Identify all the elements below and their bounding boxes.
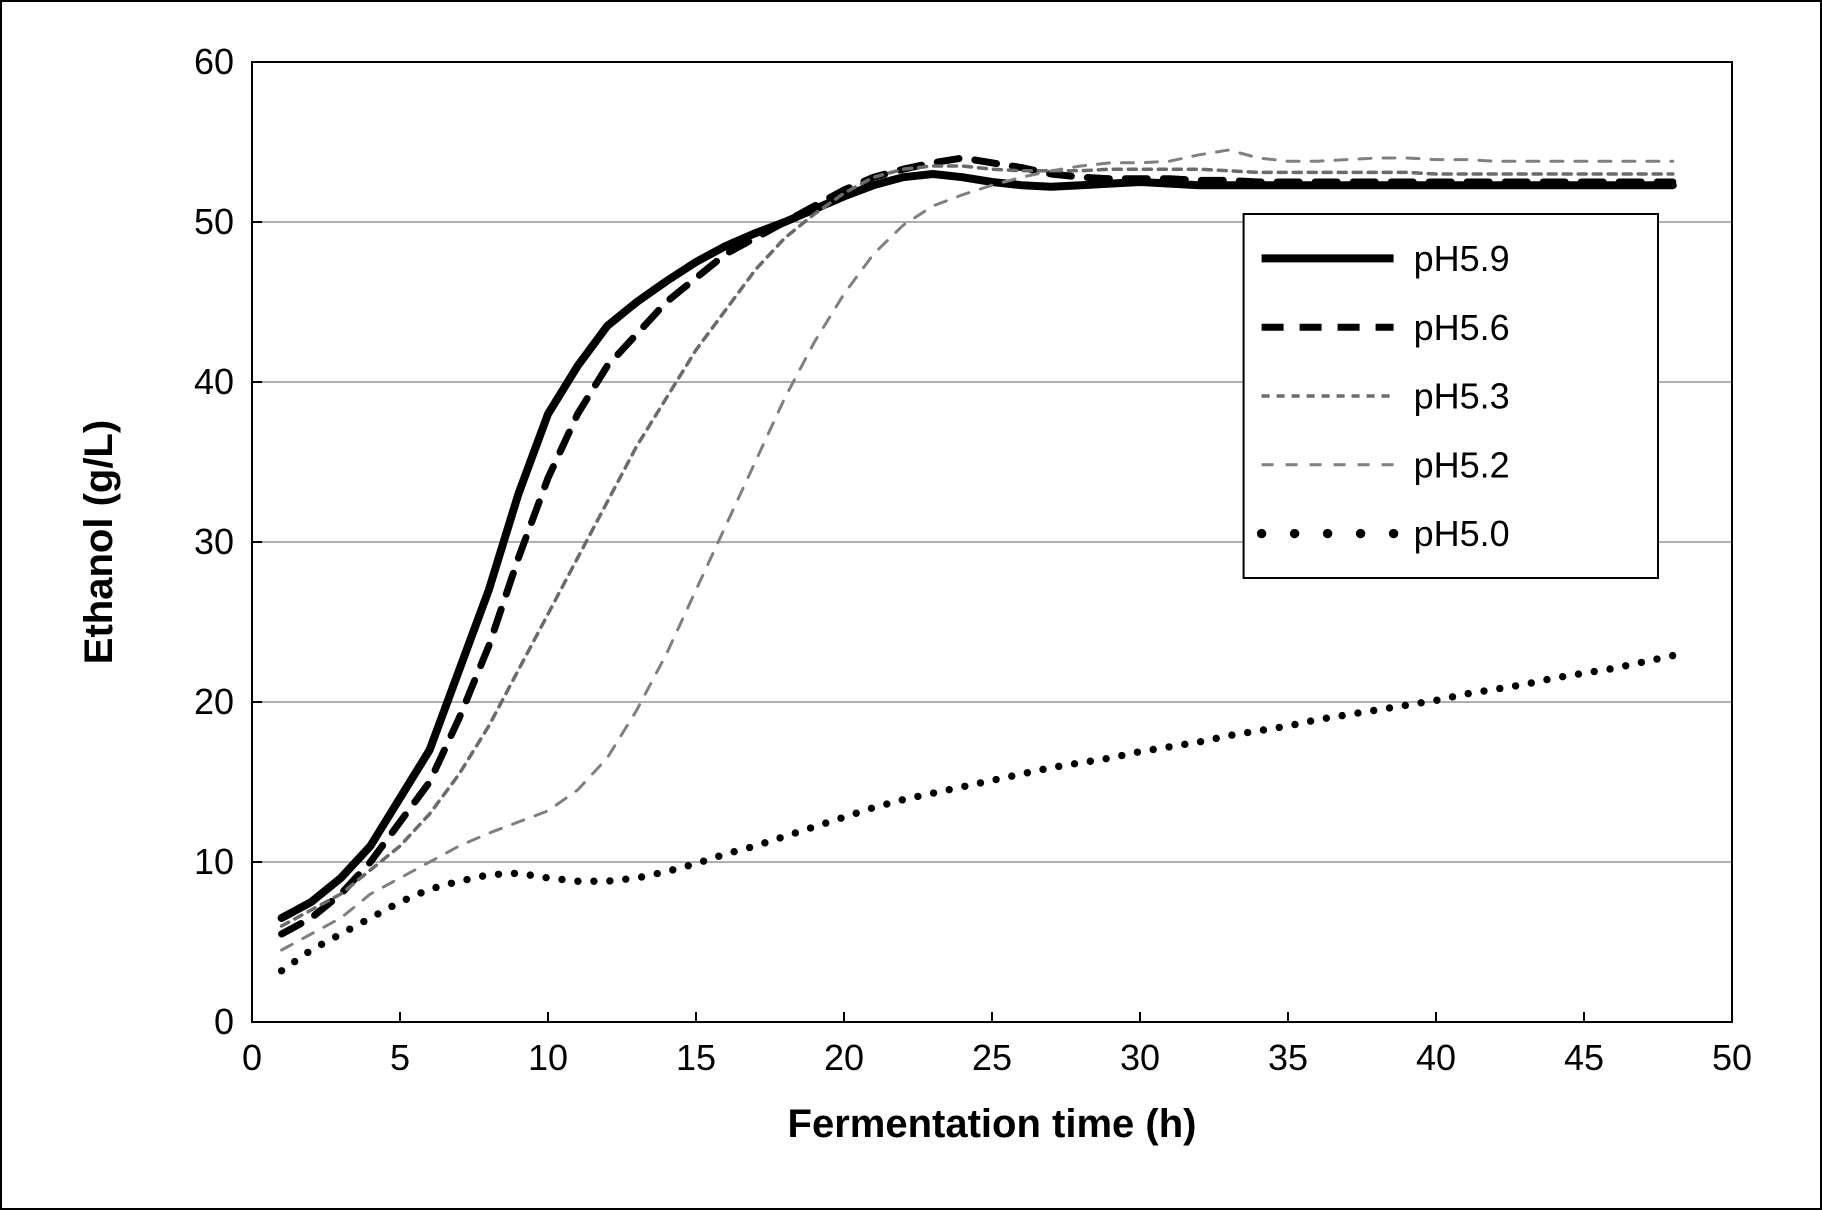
y-axis-label: Ethanol (g/L) (77, 420, 121, 664)
y-tick-label: 0 (214, 1001, 234, 1042)
legend-label: pH5.6 (1414, 307, 1510, 348)
ethanol-chart: 0 5 10 15 20 25 30 35 40 45 50 0 10 20 30 40 50 60 Ferment… (52, 32, 1774, 1182)
x-tick-label: 40 (1416, 1037, 1456, 1078)
x-tick-label: 10 (528, 1037, 568, 1078)
y-tick-label: 20 (194, 681, 234, 722)
x-tick-label: 20 (824, 1037, 864, 1078)
outer-frame: 0 5 10 15 20 25 30 35 40 45 50 0 10 20 30 40 50 60 Ferment… (0, 0, 1822, 1210)
y-tick-label: 60 (194, 41, 234, 82)
chart-container: 0 5 10 15 20 25 30 35 40 45 50 0 10 20 30 40 50 60 Ferment… (52, 32, 1774, 1182)
legend-label: pH5.2 (1414, 444, 1510, 485)
x-tick-label: 0 (242, 1037, 262, 1078)
x-tick-label: 50 (1712, 1037, 1752, 1078)
legend: pH5.9 pH5.6 pH5.3 pH5.2 pH5.0 (1244, 214, 1658, 578)
x-axis-label: Fermentation time (h) (788, 1102, 1197, 1146)
legend-label: pH5.3 (1414, 376, 1510, 417)
legend-label: pH5.0 (1414, 513, 1510, 554)
x-tick-label: 45 (1564, 1037, 1604, 1078)
y-tick-label: 50 (194, 201, 234, 242)
x-tick-label: 15 (676, 1037, 716, 1078)
y-tick-label: 10 (194, 841, 234, 882)
x-tick-label: 30 (1120, 1037, 1160, 1078)
x-tick-label: 25 (972, 1037, 1012, 1078)
x-tick-label: 35 (1268, 1037, 1308, 1078)
y-tick-label: 30 (194, 521, 234, 562)
x-tick-label: 5 (390, 1037, 410, 1078)
legend-label: pH5.9 (1414, 238, 1510, 279)
y-tick-label: 40 (194, 361, 234, 402)
